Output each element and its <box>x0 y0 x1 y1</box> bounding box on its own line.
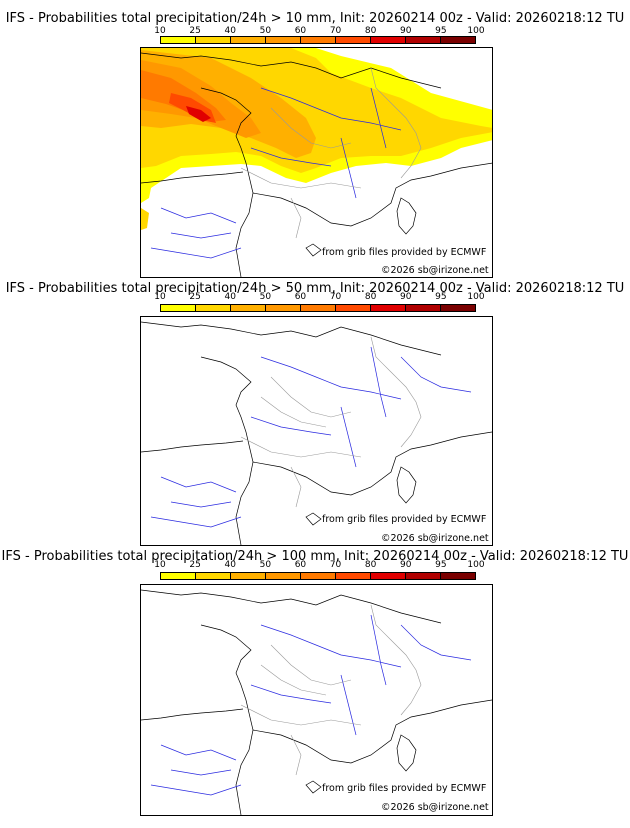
scale-tick-label: 10 <box>154 26 166 36</box>
scale-swatch <box>406 305 441 311</box>
panel-title: IFS - Probabilities total precipitation/… <box>5 11 625 26</box>
coastlines <box>141 52 492 277</box>
precipitation-map: from grib files provided by ECMWF ©2026 … <box>140 584 493 816</box>
scale-swatch <box>231 37 266 43</box>
map-panel-10mm: IFS - Probabilities total precipitation/… <box>0 0 630 280</box>
scale-swatch <box>266 37 301 43</box>
scale-swatch <box>266 573 301 579</box>
color-scale-bar <box>160 304 476 312</box>
scale-tick-label: 95 <box>435 292 447 302</box>
map-canvas <box>141 321 492 545</box>
scale-tick-label: 60 <box>294 292 307 302</box>
scale-tick-label: 40 <box>224 560 236 570</box>
scale-tick-label: 70 <box>329 560 342 570</box>
scale-swatch <box>441 37 475 43</box>
borders <box>240 67 422 239</box>
scale-tick-label: 40 <box>224 26 236 36</box>
scale-swatch <box>336 573 371 579</box>
data-credit: from grib files provided by ECMWF <box>322 783 487 794</box>
scale-tick-label: 50 <box>259 26 272 36</box>
map-canvas <box>141 589 492 815</box>
map-panel-50mm: IFS - Probabilities total precipitation/… <box>0 280 630 548</box>
scale-swatch <box>371 573 406 579</box>
scale-swatch <box>196 305 231 311</box>
scale-tick-label: 95 <box>435 26 447 36</box>
precipitation-map: from grib files provided by ECMWF ©2026 … <box>140 47 493 278</box>
map-canvas <box>141 48 492 277</box>
scale-tick-label: 90 <box>400 26 412 36</box>
scale-tick-label: 100 <box>467 560 485 570</box>
borders <box>240 336 422 508</box>
rivers <box>150 346 472 528</box>
scale-swatch <box>231 305 266 311</box>
data-credit: from grib files provided by ECMWF <box>322 514 487 525</box>
rivers <box>150 614 472 796</box>
scale-swatch <box>196 37 231 43</box>
color-scale-ticks: 10 25 40 50 60 70 80 90 95 100 <box>154 26 484 36</box>
scale-tick-label: 10 <box>154 292 166 302</box>
scale-swatch <box>301 305 336 311</box>
scale-tick-label: 95 <box>435 560 447 570</box>
copyright-label: ©2026 sb@irizone.net <box>381 533 489 544</box>
scale-swatch <box>441 573 475 579</box>
scale-tick-label: 100 <box>467 26 485 36</box>
scale-swatch <box>161 37 196 43</box>
color-scale-bar <box>160 572 476 580</box>
borders <box>240 604 422 776</box>
scale-tick-label: 40 <box>224 292 236 302</box>
scale-tick-label: 100 <box>467 292 485 302</box>
scale-tick-label: 50 <box>259 292 272 302</box>
color-scale-ticks: 10 25 40 50 60 70 80 90 95 100 <box>154 292 484 302</box>
scale-swatch <box>336 305 371 311</box>
scale-swatch <box>441 305 475 311</box>
scale-tick-label: 80 <box>364 292 377 302</box>
scale-tick-label: 25 <box>189 26 201 36</box>
scale-swatch <box>161 305 196 311</box>
scale-swatch <box>301 37 336 43</box>
scale-tick-label: 10 <box>154 560 166 570</box>
scale-tick-label: 90 <box>400 560 412 570</box>
scale-swatch <box>161 573 196 579</box>
rivers <box>150 87 402 259</box>
scale-swatch <box>406 573 441 579</box>
scale-swatch <box>406 37 441 43</box>
scale-tick-label: 90 <box>400 292 412 302</box>
scale-tick-label: 70 <box>329 292 342 302</box>
scale-tick-label: 60 <box>294 26 307 36</box>
scale-tick-label: 50 <box>259 560 272 570</box>
scale-swatch <box>231 573 266 579</box>
coastlines <box>141 321 492 545</box>
map-panel-100mm: IFS - Probabilities total precipitation/… <box>0 548 630 828</box>
scale-swatch <box>371 37 406 43</box>
panel-title: IFS - Probabilities total precipitation/… <box>5 281 625 296</box>
scale-swatch <box>301 573 336 579</box>
panel-title: IFS - Probabilities total precipitation/… <box>1 549 629 564</box>
copyright-label: ©2026 sb@irizone.net <box>381 265 489 276</box>
scale-tick-label: 70 <box>329 26 342 36</box>
coastlines <box>141 589 492 815</box>
scale-swatch <box>266 305 301 311</box>
precipitation-map: from grib files provided by ECMWF ©2026 … <box>140 316 493 546</box>
data-credit: from grib files provided by ECMWF <box>322 247 487 258</box>
scale-swatch <box>336 37 371 43</box>
scale-tick-label: 25 <box>189 560 201 570</box>
copyright-label: ©2026 sb@irizone.net <box>381 802 489 813</box>
scale-tick-label: 80 <box>364 26 377 36</box>
scale-tick-label: 25 <box>189 292 201 302</box>
color-scale-bar <box>160 36 476 44</box>
scale-swatch <box>371 305 406 311</box>
scale-tick-label: 80 <box>364 560 377 570</box>
precip-probability-field <box>141 48 492 230</box>
scale-tick-label: 60 <box>294 560 307 570</box>
color-scale-ticks: 10 25 40 50 60 70 80 90 95 100 <box>154 560 484 570</box>
scale-swatch <box>196 573 231 579</box>
